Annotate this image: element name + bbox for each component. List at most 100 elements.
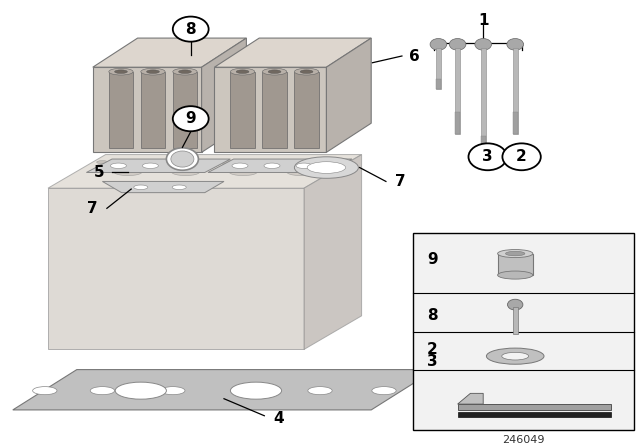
Ellipse shape [498, 271, 533, 279]
Bar [262, 72, 287, 148]
Ellipse shape [268, 70, 281, 73]
Text: 8: 8 [186, 22, 196, 37]
Ellipse shape [230, 69, 255, 75]
Text: 4: 4 [273, 411, 284, 426]
Ellipse shape [229, 168, 257, 176]
Text: 3: 3 [483, 149, 493, 164]
Ellipse shape [294, 69, 319, 75]
Ellipse shape [115, 382, 166, 399]
Ellipse shape [172, 185, 186, 190]
Circle shape [507, 39, 524, 50]
Ellipse shape [109, 69, 133, 75]
Circle shape [173, 17, 209, 42]
Ellipse shape [263, 161, 275, 164]
Ellipse shape [486, 348, 544, 364]
Polygon shape [48, 155, 362, 188]
Polygon shape [48, 188, 304, 349]
Ellipse shape [294, 157, 358, 178]
Polygon shape [208, 159, 352, 172]
Ellipse shape [287, 168, 315, 176]
Ellipse shape [180, 164, 191, 167]
Text: 8: 8 [427, 308, 438, 323]
Polygon shape [458, 393, 483, 404]
Ellipse shape [262, 69, 287, 75]
Ellipse shape [263, 164, 275, 167]
Bar [481, 48, 486, 165]
Circle shape [173, 106, 209, 131]
Ellipse shape [300, 70, 313, 73]
Ellipse shape [33, 387, 57, 395]
Circle shape [171, 151, 194, 167]
Polygon shape [202, 38, 246, 152]
Polygon shape [458, 404, 611, 410]
Polygon shape [214, 38, 371, 67]
Bar [455, 112, 460, 134]
Circle shape [449, 39, 466, 50]
Polygon shape [102, 181, 224, 193]
Text: 1: 1 [478, 13, 488, 28]
Bar [481, 136, 486, 165]
Polygon shape [304, 155, 362, 349]
Ellipse shape [138, 164, 150, 167]
Circle shape [475, 39, 492, 50]
Bar [294, 72, 319, 148]
Ellipse shape [372, 387, 396, 395]
Text: 3: 3 [427, 354, 438, 369]
Text: 9: 9 [186, 111, 196, 126]
Polygon shape [13, 370, 435, 410]
Bar [173, 72, 197, 148]
Ellipse shape [142, 163, 158, 168]
Bar [109, 72, 133, 148]
Circle shape [430, 39, 447, 50]
Circle shape [508, 299, 523, 310]
Ellipse shape [90, 387, 115, 395]
Ellipse shape [114, 168, 143, 176]
Bar [436, 48, 441, 89]
Ellipse shape [173, 69, 197, 75]
Ellipse shape [147, 70, 159, 73]
Ellipse shape [296, 163, 312, 168]
Text: 7: 7 [395, 174, 405, 189]
Bar [413, 233, 634, 430]
Bar [436, 79, 441, 89]
Ellipse shape [134, 185, 148, 190]
Ellipse shape [502, 352, 529, 360]
Bar [455, 48, 460, 134]
Text: 6: 6 [410, 48, 420, 64]
Bar [141, 72, 165, 148]
Bar [498, 254, 533, 275]
Ellipse shape [221, 161, 233, 164]
Polygon shape [326, 38, 371, 152]
Text: 9: 9 [427, 252, 438, 267]
Polygon shape [93, 38, 246, 67]
Ellipse shape [172, 168, 200, 176]
Ellipse shape [115, 70, 127, 73]
Ellipse shape [97, 161, 108, 164]
Bar [230, 72, 255, 148]
Text: 2: 2 [427, 342, 438, 357]
Polygon shape [86, 159, 230, 172]
Bar [513, 307, 518, 334]
Ellipse shape [305, 161, 316, 164]
Ellipse shape [230, 382, 282, 399]
Bar [458, 412, 611, 417]
Ellipse shape [305, 164, 316, 167]
Ellipse shape [307, 162, 346, 173]
Circle shape [468, 143, 507, 170]
Ellipse shape [161, 387, 185, 395]
Ellipse shape [175, 163, 191, 168]
Ellipse shape [264, 163, 280, 168]
Ellipse shape [110, 163, 127, 168]
Text: 5: 5 [94, 165, 104, 180]
Ellipse shape [231, 387, 255, 395]
Ellipse shape [221, 164, 233, 167]
Ellipse shape [236, 70, 249, 73]
Ellipse shape [308, 387, 332, 395]
Bar [513, 48, 518, 134]
Text: 2: 2 [516, 149, 527, 164]
Polygon shape [93, 67, 202, 152]
Ellipse shape [498, 250, 533, 258]
Circle shape [166, 148, 198, 170]
Ellipse shape [141, 69, 165, 75]
Ellipse shape [138, 161, 150, 164]
